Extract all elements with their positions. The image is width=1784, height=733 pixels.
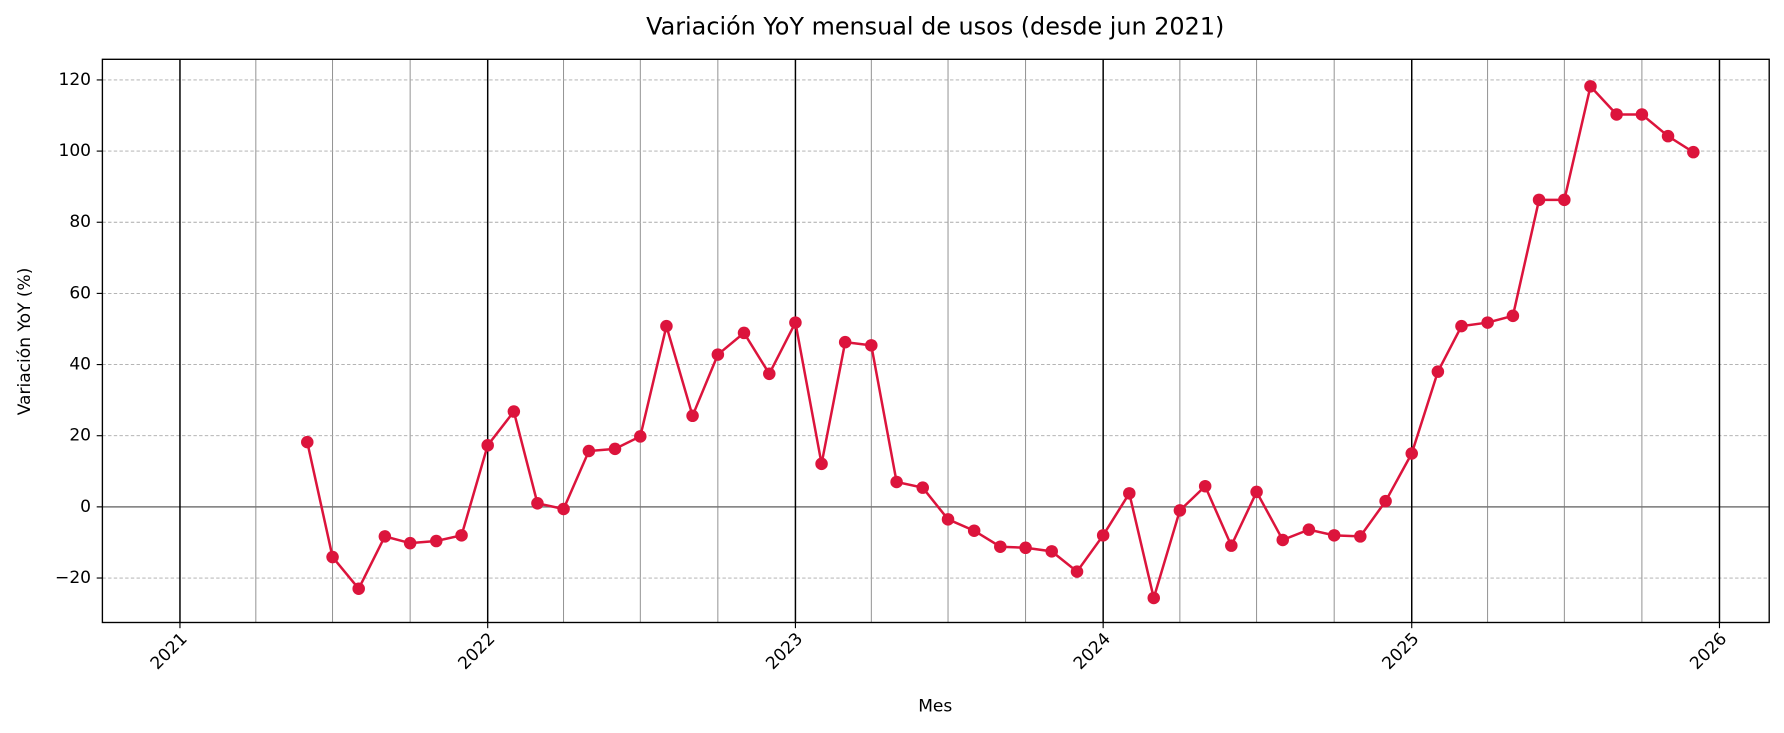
y-tick-label: 120 <box>58 70 91 90</box>
x-axis-label: Mes <box>918 697 952 717</box>
point <box>890 475 903 489</box>
point <box>838 335 852 349</box>
point <box>711 348 725 361</box>
point <box>1558 193 1571 207</box>
point <box>455 529 468 542</box>
point <box>1506 309 1520 323</box>
point <box>403 536 417 550</box>
point <box>967 524 981 537</box>
point <box>507 405 521 418</box>
point <box>686 409 699 423</box>
point <box>1610 108 1623 121</box>
y-tick-label: 60 <box>69 283 91 303</box>
point <box>1584 80 1597 93</box>
point <box>1070 565 1084 578</box>
y-tick-label: 0 <box>80 497 91 517</box>
point <box>608 442 622 456</box>
point <box>352 582 365 595</box>
point <box>1327 529 1341 542</box>
series-line <box>306 83 1695 603</box>
point <box>763 367 776 381</box>
y-tick-label: 40 <box>69 355 91 375</box>
y-tick-label: 80 <box>69 212 91 232</box>
y-tick-label: 100 <box>58 141 91 161</box>
point <box>1019 541 1032 555</box>
point <box>1173 504 1187 517</box>
y-tick-label: −20 <box>55 568 91 588</box>
point <box>916 481 929 494</box>
point <box>301 435 314 449</box>
point <box>378 530 392 543</box>
point <box>1532 193 1546 207</box>
point <box>326 550 339 564</box>
point <box>1198 479 1212 493</box>
point <box>557 502 570 516</box>
y-tick-label: 20 <box>69 426 91 446</box>
point <box>1096 529 1110 542</box>
x-tick-label: 2024 <box>1070 629 1115 674</box>
chart-title: Variación YoY mensual de usos (desde jun… <box>646 12 1224 40</box>
point <box>1250 485 1263 499</box>
x-tick-label: 2022 <box>454 629 499 674</box>
point <box>634 430 647 443</box>
point <box>865 339 878 352</box>
point <box>1276 533 1289 547</box>
point <box>1354 530 1367 543</box>
point <box>660 319 673 333</box>
point <box>994 540 1007 553</box>
point <box>1302 523 1316 536</box>
point <box>430 534 443 548</box>
point <box>1405 447 1418 460</box>
point <box>1661 129 1675 143</box>
point <box>1225 539 1238 552</box>
point <box>1431 365 1445 378</box>
point <box>1481 316 1494 329</box>
x-tick-label: 2021 <box>147 629 192 674</box>
point <box>941 513 955 526</box>
x-tick-label: 2025 <box>1379 629 1424 674</box>
point <box>531 497 544 510</box>
point <box>1635 108 1649 121</box>
point <box>1045 545 1058 558</box>
x-tick-label: 2026 <box>1686 629 1731 674</box>
y-axis-label: Variación YoY (%) <box>15 268 35 416</box>
x-tick-label: 2023 <box>762 629 807 674</box>
point <box>481 439 494 452</box>
point <box>1379 494 1392 508</box>
point <box>582 444 596 458</box>
point <box>1147 591 1161 605</box>
point <box>1455 319 1468 333</box>
point <box>1687 145 1700 159</box>
point <box>1123 487 1136 500</box>
point <box>789 316 802 329</box>
point <box>737 326 751 340</box>
plot-frame <box>101 58 1770 624</box>
point <box>815 457 828 471</box>
